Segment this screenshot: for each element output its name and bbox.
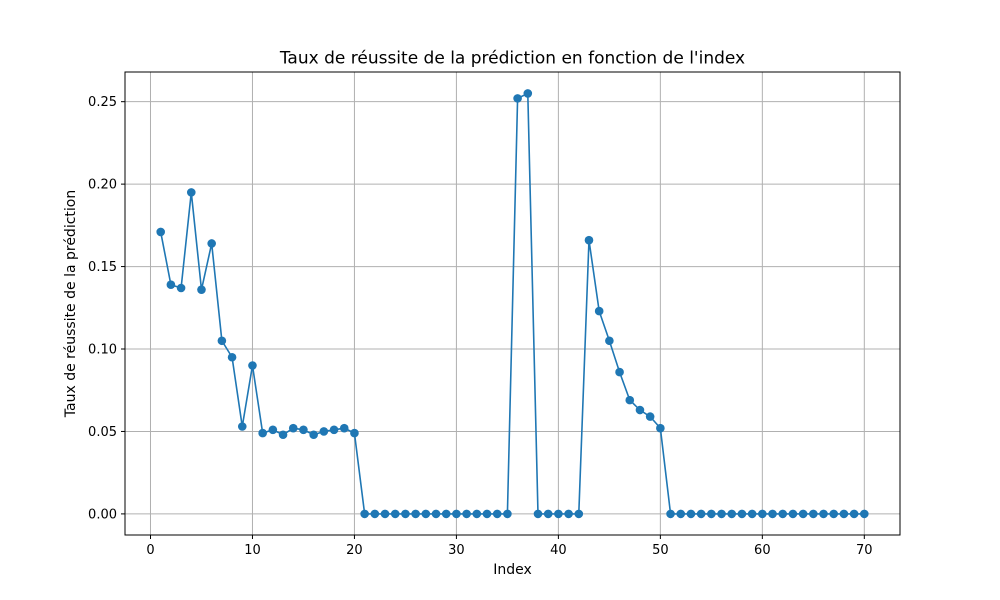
data-point (441, 509, 451, 519)
data-point (584, 235, 594, 245)
data-point (411, 509, 420, 519)
data-point (421, 509, 431, 519)
x-tick-label: 60 (754, 543, 771, 558)
data-point (329, 425, 339, 435)
x-tick-label: 20 (346, 543, 363, 558)
x-tick-label: 0 (146, 543, 154, 558)
data-point (339, 423, 349, 433)
y-tick-label: 0.05 (88, 425, 117, 440)
y-tick-label: 0.10 (88, 343, 117, 358)
data-point (778, 509, 788, 519)
data-point (809, 509, 818, 519)
data-point (798, 509, 808, 519)
axis-ticks: 0 10 20 30 40 50 60 70 0.00 0.05 0.10 0.15 0.20 0.25 (88, 95, 873, 558)
data-point (156, 227, 165, 237)
y-tick-label: 0.15 (88, 260, 117, 275)
data-point (197, 285, 206, 294)
data-point (309, 430, 318, 440)
data-point (788, 509, 798, 519)
data-point (543, 509, 553, 519)
data-point (605, 336, 614, 346)
y-tick-label: 0.00 (88, 507, 117, 522)
data-point (758, 509, 767, 519)
data-point (268, 425, 278, 435)
data-point (350, 428, 359, 438)
data-point (574, 509, 584, 519)
data-point (666, 509, 675, 519)
data-point (513, 94, 522, 103)
data-point (166, 280, 176, 290)
data-point (227, 352, 237, 362)
data-point (472, 509, 482, 519)
data-point (462, 509, 471, 519)
data-point (370, 509, 380, 519)
data-point (849, 509, 859, 519)
data-point (686, 509, 696, 519)
data-point (819, 509, 828, 519)
data-point (237, 422, 247, 431)
data-point (615, 367, 624, 377)
data-point (676, 509, 686, 519)
data-point (747, 509, 757, 519)
data-point (594, 306, 604, 316)
y-axis-title: Taux de réussite de la prédiction (63, 190, 79, 418)
data-point (839, 509, 849, 519)
data-point (656, 423, 665, 433)
data-point (401, 509, 410, 519)
data-point (248, 361, 257, 370)
data-point (482, 509, 492, 519)
data-point (390, 509, 400, 519)
x-axis-title: Index (493, 562, 532, 578)
data-point (625, 395, 635, 405)
series-group (156, 89, 869, 519)
data-point (217, 336, 227, 346)
data-point (645, 412, 655, 421)
data-point (176, 283, 186, 293)
data-point (860, 509, 869, 519)
data-point (299, 425, 308, 435)
data-point (717, 509, 726, 519)
data-point (533, 509, 543, 519)
data-point (360, 509, 369, 519)
data-point (431, 509, 441, 519)
series-line (159, 92, 865, 515)
y-tick-label: 0.25 (88, 95, 117, 110)
data-point (258, 428, 267, 438)
x-tick-label: 10 (244, 543, 261, 558)
data-point (523, 89, 533, 98)
data-point (564, 509, 573, 519)
data-point (554, 509, 563, 519)
data-point (452, 509, 461, 519)
data-point (696, 509, 706, 519)
grid (125, 72, 900, 535)
y-tick-label: 0.20 (88, 178, 117, 193)
data-point (278, 430, 288, 440)
data-point (288, 423, 298, 433)
x-tick-label: 70 (856, 543, 873, 558)
data-point (829, 509, 839, 519)
data-point (380, 509, 390, 519)
chart-title: Taux de réussite de la prédiction en fon… (279, 49, 745, 69)
x-tick-label: 50 (652, 543, 669, 558)
data-point (707, 509, 716, 519)
plot-area-frame (124, 71, 901, 536)
data-point (503, 509, 512, 519)
data-point (207, 239, 216, 248)
data-point (727, 509, 737, 519)
data-point (492, 509, 502, 519)
data-point (319, 427, 329, 436)
data-point (186, 188, 196, 197)
data-point (737, 509, 747, 519)
data-point (768, 509, 777, 519)
x-tick-label: 30 (448, 543, 465, 558)
x-tick-label: 40 (550, 543, 567, 558)
data-point (635, 405, 645, 415)
